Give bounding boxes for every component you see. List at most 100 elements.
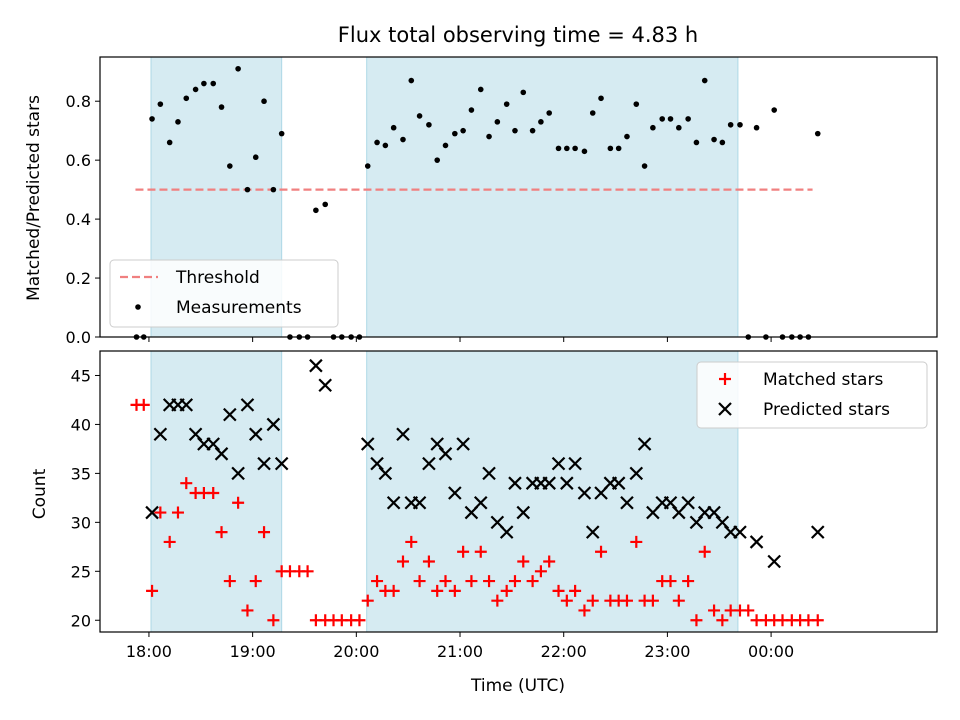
y-tick-label: 0.4	[66, 210, 91, 229]
measurement-point	[313, 207, 319, 214]
predicted-stars-point	[412, 495, 427, 510]
y-tick-label: 0.8	[66, 92, 91, 111]
measurement-point	[252, 154, 259, 161]
matched-stars-point	[448, 584, 461, 597]
measurement-point	[218, 104, 225, 110]
x-tick-label: 22:00	[541, 642, 587, 661]
measurement-point	[278, 130, 285, 137]
matched-stars-point	[491, 594, 504, 607]
matched-stars-point	[474, 545, 487, 558]
matched-stars-point	[171, 506, 184, 519]
matched-stars-point	[560, 594, 573, 607]
matched-stars-point	[301, 565, 314, 578]
predicted-stars-point	[274, 456, 289, 471]
matched-stars-point	[465, 575, 478, 588]
measurement-point	[624, 133, 630, 140]
matched-stars-point	[163, 535, 176, 548]
matched-stars-point	[586, 594, 599, 607]
predicted-stars-point	[577, 486, 592, 500]
predicted-stars-point	[438, 447, 453, 461]
predicted-stars-point	[378, 466, 393, 481]
y-tick-label: 35	[71, 464, 91, 483]
matched-stars-point	[698, 545, 711, 558]
predicted-stars-point	[422, 456, 436, 471]
legend-label: Predicted stars	[763, 400, 890, 420]
matched-stars-point	[232, 496, 245, 509]
measurement-point	[727, 121, 734, 128]
measurement-point	[814, 130, 821, 137]
predicted-stars-point	[456, 437, 470, 451]
matched-stars-point	[371, 575, 384, 588]
matched-stars-point	[413, 575, 426, 588]
predicted-stars-point	[767, 554, 781, 569]
matched-stars-point	[180, 477, 193, 490]
measurement-point	[659, 116, 666, 122]
matched-stars-point	[241, 604, 254, 617]
legend-matched-swatch	[719, 373, 731, 385]
measurement-point	[400, 136, 406, 143]
y-tick-label: 30	[71, 513, 91, 532]
measurement-point	[183, 95, 190, 102]
measurement-point	[390, 124, 397, 131]
predicted-stars-point	[681, 495, 695, 510]
measurement-point	[701, 77, 708, 84]
predicted-stars-point	[620, 495, 634, 510]
y-axis-label-bottom: Count	[30, 468, 50, 519]
measurement-point	[210, 80, 217, 87]
y-tick-label: 0.0	[66, 328, 91, 347]
matched-stars-point	[207, 486, 220, 499]
predicted-stars-point	[473, 495, 488, 510]
measurement-point	[416, 113, 423, 119]
measurement-point	[572, 145, 578, 152]
predicted-stars-point	[629, 466, 644, 481]
shaded-span	[151, 351, 282, 632]
predicted-stars-point	[810, 525, 825, 539]
measurement-point	[676, 124, 682, 131]
matched-stars-point	[483, 575, 496, 588]
legend-label: Matched stars	[763, 370, 883, 390]
matched-stars-point	[742, 604, 755, 617]
measurement-point	[494, 119, 501, 125]
predicted-stars-point	[396, 427, 410, 442]
matched-stars-point	[361, 594, 374, 607]
predicted-stars-point	[499, 525, 514, 539]
y-tick-label: 25	[71, 562, 91, 581]
legend-box	[696, 361, 928, 429]
x-tick-label: 18:00	[126, 642, 172, 661]
matched-stars-point	[431, 584, 444, 597]
panel-ratio: 0.0 0.2 0.4 0.6 0.8 Threshold Measurements	[66, 56, 938, 347]
measurement-point	[546, 110, 552, 116]
matched-stars-point	[526, 575, 539, 588]
predicted-stars-point	[248, 427, 263, 442]
matched-stars-point	[664, 575, 677, 588]
predicted-stars-point	[309, 358, 323, 373]
axes-frame	[99, 350, 938, 633]
matched-stars-point	[146, 584, 159, 597]
y-tick-label: 20	[71, 611, 91, 630]
predicted-stars-point	[508, 476, 522, 490]
predicted-stars-point	[551, 456, 566, 471]
predicted-stars-point	[482, 466, 496, 481]
predicted-stars-point	[637, 437, 652, 451]
y-tick-label: 0.2	[66, 269, 91, 288]
panel-count: 20 25 30 35 40 45 18:00 19:00 20:00 21:00 22:00 23:…	[71, 350, 938, 661]
matched-stars-point	[508, 575, 521, 588]
measurement-point	[270, 186, 277, 193]
predicted-stars-point	[542, 476, 556, 490]
legend-box	[109, 259, 339, 328]
measurement-point	[434, 157, 441, 163]
matched-stars-point	[249, 575, 262, 588]
matched-stars-point	[543, 555, 556, 568]
measurement-point	[175, 119, 181, 125]
measurement-point	[157, 101, 164, 107]
measurement-point	[667, 116, 674, 122]
measurement-point	[244, 186, 251, 193]
predicted-stars-point	[733, 525, 747, 539]
measurement-point	[460, 127, 466, 134]
predicted-stars-point	[145, 505, 159, 520]
x-tick-label: 21:00	[437, 642, 483, 661]
matched-stars-point	[595, 545, 608, 558]
matched-stars-point	[439, 575, 452, 588]
measurement-point	[650, 124, 656, 131]
